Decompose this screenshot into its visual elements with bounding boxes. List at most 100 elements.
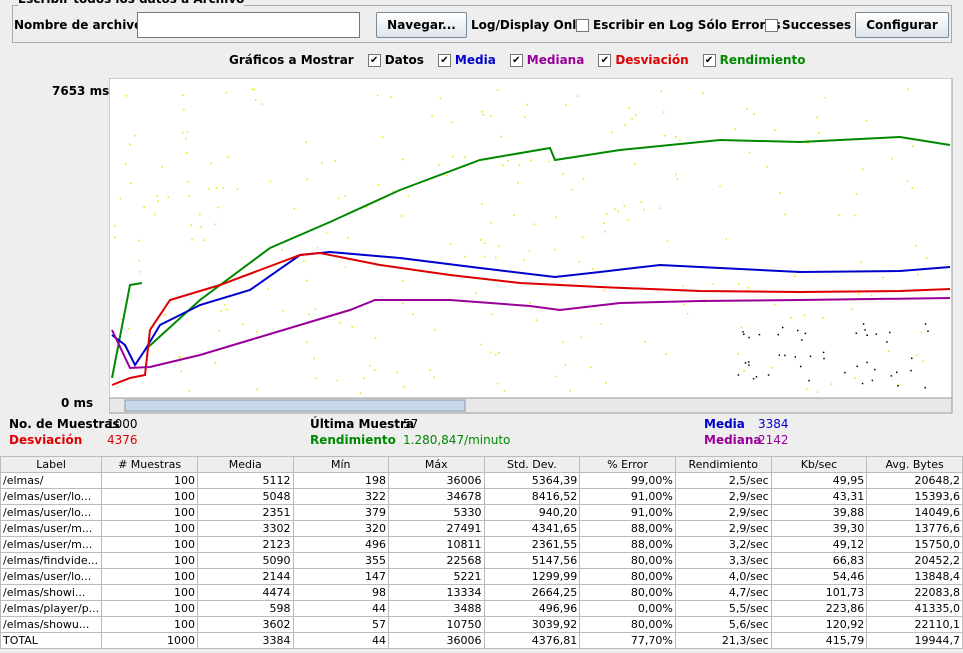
sample-dot (712, 282, 715, 285)
sample-dot (924, 386, 926, 389)
sample-dot (402, 302, 404, 305)
errors-checkbox[interactable] (576, 19, 589, 32)
sample-dot (314, 308, 316, 310)
table-cell: 598 (196, 600, 294, 617)
graph-option: ✔ Mediana (509, 53, 584, 67)
sample-dot (580, 336, 583, 339)
sample-dot (784, 213, 786, 216)
table-cell: 2,9/sec (674, 504, 772, 521)
errors-label: Escribir en Log Sólo Errores (593, 18, 781, 32)
configure-button[interactable]: Configurar (855, 12, 949, 38)
sample-dot (748, 151, 751, 154)
table-cell: 2361,55 (483, 536, 581, 553)
sample-dot (910, 357, 913, 360)
sample-dot (369, 364, 371, 367)
sample-dot (214, 223, 217, 225)
sample-dot (498, 352, 500, 354)
sample-dot (450, 121, 453, 123)
sample-dot (114, 225, 116, 227)
table-cell: 2351 (196, 504, 294, 521)
sample-dot (134, 135, 136, 137)
sample-dot (407, 194, 410, 197)
table-cell: 5048 (196, 488, 294, 505)
sample-dot (305, 341, 308, 343)
mean-label: Media (704, 417, 745, 431)
successes-label: Successes (782, 18, 852, 32)
table-cell: 496 (292, 536, 389, 553)
sample-dot (742, 331, 744, 333)
sample-dot (737, 352, 739, 355)
table-cell: 4376,81 (483, 632, 581, 649)
option-checkbox[interactable]: ✔ (509, 53, 523, 67)
sample-dot (363, 377, 365, 379)
sample-dot (855, 193, 858, 195)
sample-dot (119, 197, 122, 200)
table-cell: 322 (292, 488, 389, 505)
sample-dot (916, 273, 919, 276)
sample-dot (866, 361, 868, 364)
table-cell: 13334 (387, 584, 485, 601)
table-cell: /elmas/user/lo... (0, 504, 103, 521)
sample-dot (403, 386, 406, 388)
table-cell: 4341,65 (483, 520, 581, 537)
table-cell: 100 (101, 536, 198, 553)
browse-button[interactable]: Navegar... (376, 12, 467, 38)
sample-dot (251, 88, 253, 90)
sample-dot (569, 389, 571, 392)
sample-dot (660, 90, 662, 92)
sample-dot (801, 339, 803, 341)
successes-checkbox[interactable] (765, 19, 778, 32)
sample-dot (779, 192, 782, 194)
sample-dot (498, 245, 500, 248)
sample-dot (188, 195, 191, 198)
sample-dot (866, 334, 868, 336)
y-min-label: 0 ms (61, 396, 94, 410)
option-checkbox[interactable]: ✔ (598, 53, 612, 67)
sample-dot (773, 303, 776, 306)
sample-dot (253, 88, 256, 91)
sample-dot (138, 271, 141, 273)
table-cell: 13776,6 (866, 520, 963, 537)
table-cell: 80,00% (579, 568, 676, 585)
table-cell: 22568 (387, 552, 485, 569)
table-cell: 3,2/sec (674, 536, 772, 553)
option-checkbox[interactable]: ✔ (437, 53, 451, 67)
sample-dot (600, 323, 603, 325)
sample-dot (807, 142, 809, 144)
sample-dot (452, 156, 454, 158)
sample-dot (809, 355, 812, 358)
table-cell: 44 (292, 632, 389, 649)
table-cell: 2,9/sec (674, 488, 772, 505)
sample-dot (236, 188, 239, 190)
table-cell: 320 (292, 520, 389, 537)
table-cell: 91,00% (579, 488, 676, 505)
sample-dot (484, 242, 486, 244)
table-cell: 15750,0 (866, 536, 963, 553)
sample-dot (753, 113, 755, 116)
sample-dot (496, 89, 499, 91)
option-checkbox[interactable]: ✔ (367, 53, 381, 67)
sample-dot (220, 310, 222, 312)
sample-dot (224, 304, 226, 306)
sample-dot (187, 181, 190, 183)
sample-dot (822, 351, 825, 354)
sample-dot (784, 354, 786, 357)
table-cell: 54,46 (770, 568, 868, 585)
sample-dot (316, 247, 319, 249)
table-cell: 100 (101, 568, 198, 585)
sample-dot (808, 379, 810, 382)
sample-dot (225, 308, 228, 311)
sample-dot (640, 201, 642, 203)
log-label: Log/Display Only: (471, 18, 589, 32)
table-cell: 379 (292, 504, 389, 521)
sample-dot (818, 132, 820, 134)
option-checkbox[interactable]: ✔ (702, 53, 716, 67)
file-input[interactable] (137, 12, 360, 38)
table-cell: 98 (292, 584, 389, 601)
sample-dot (590, 366, 592, 369)
table-cell: 2144 (196, 568, 294, 585)
table-cell: 5147,56 (483, 552, 581, 569)
sample-dot (857, 292, 860, 295)
sample-dot (191, 238, 193, 241)
sample-dot (896, 371, 898, 374)
